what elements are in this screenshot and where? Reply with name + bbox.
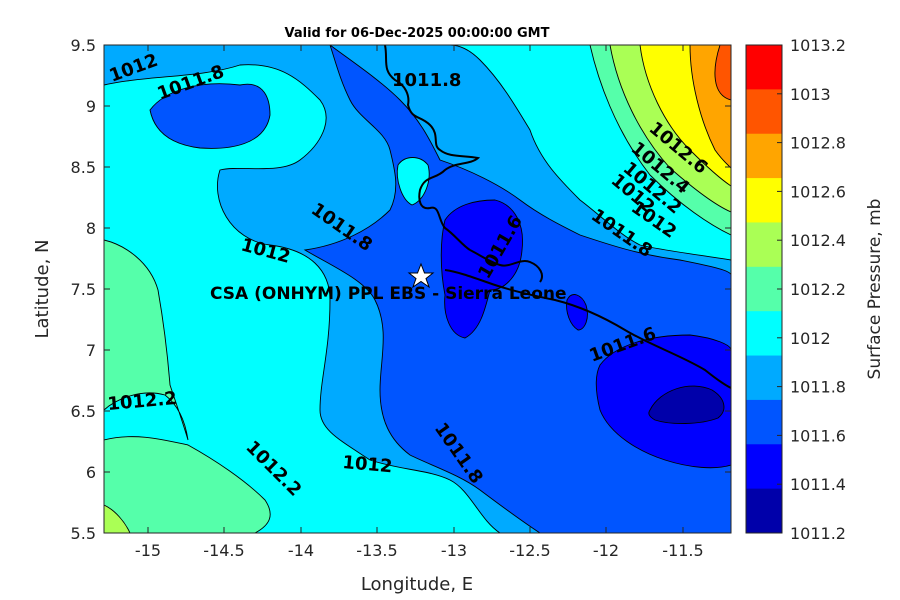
y-tick-label: 6 — [86, 463, 96, 482]
colorbar-tick-label: 1011.6 — [790, 426, 846, 445]
site-star-icon — [407, 262, 435, 289]
colorbar-tick-label: 1012.4 — [790, 231, 846, 250]
colorbar-label: Surface Pressure, mb — [865, 199, 885, 380]
x-tick-labels: -15 -14.5 -14 -13.5 -13 -12.5 -12 -11.5 — [135, 541, 704, 560]
contour-label: 1011.8 — [392, 70, 461, 91]
fill-1011-4-central — [440, 199, 523, 339]
fill-1011-2-east — [648, 385, 725, 424]
map-title: Valid for 06-Dec-2025 00:00:00 GMT — [285, 26, 550, 41]
border-line-north — [384, 45, 481, 251]
fill-1012-4-corner — [104, 504, 131, 533]
colorbar-segment — [746, 355, 782, 401]
contour-fills — [104, 45, 731, 533]
fill-1011-4-small — [566, 294, 588, 331]
colorbar-segment — [746, 399, 782, 445]
colorbar-tick-label: 1011.4 — [790, 475, 846, 494]
x-tick-label: -11.5 — [662, 541, 703, 560]
colorbar-segment — [746, 222, 782, 268]
fill-1012-2-bottom — [104, 436, 271, 533]
fill-1012-2-left — [104, 239, 189, 441]
colorbar-segment — [746, 444, 782, 490]
fill-1011-6-band — [149, 45, 731, 533]
colorbar-segment — [746, 89, 782, 135]
colorbar-tick-label: 1012.6 — [790, 182, 846, 201]
y-tick-label: 9 — [86, 97, 96, 116]
border-line-south — [444, 269, 731, 389]
coastline-border — [384, 45, 731, 389]
colorbar-tick-label: 1011.8 — [790, 378, 846, 397]
colorbar-tick-label: 1013.2 — [790, 36, 846, 55]
y-tick-label: 7.5 — [71, 280, 96, 299]
y-axis — [104, 44, 731, 534]
border-line-mid — [469, 249, 543, 283]
y-tick-label: 7 — [86, 341, 96, 360]
colorbar: 1013.2 1013 1012.8 1012.6 1012.4 1012.2 1012 10… — [745, 36, 846, 543]
colorbar-tick-label: 1012.2 — [790, 280, 846, 299]
y-tick-label: 8.5 — [71, 158, 96, 177]
colorbar-segment — [746, 266, 782, 312]
colorbar-segment — [746, 311, 782, 357]
y-tick-labels: 9.5 9 8.5 8 7.5 7 6.5 6 5.5 — [71, 36, 96, 543]
x-tick-label: -13.5 — [356, 541, 397, 560]
x-tick-label: -14.5 — [203, 541, 244, 560]
colorbar-tick-label: 1012 — [790, 329, 831, 348]
x-axis — [147, 45, 684, 533]
x-tick-label: -13 — [441, 541, 467, 560]
y-tick-label: 5.5 — [71, 524, 96, 543]
colorbar-segment — [746, 178, 782, 223]
colorbar-tick-label: 1011.2 — [790, 524, 846, 543]
colorbar-tick-label: 1012.8 — [790, 134, 846, 153]
fill-1012-patch — [396, 157, 430, 206]
y-axis-label: Latitude, N — [32, 240, 53, 339]
y-tick-label: 8 — [86, 219, 96, 238]
x-axis-label: Longitude, E — [361, 574, 473, 595]
x-tick-label: -12.5 — [509, 541, 550, 560]
colorbar-tick-label: 1013 — [790, 85, 831, 104]
y-tick-label: 6.5 — [71, 402, 96, 421]
x-tick-label: -12 — [593, 541, 619, 560]
y-tick-label: 9.5 — [71, 36, 96, 55]
contour-label: 1012 — [342, 452, 394, 477]
site-label: CSA (ONHYM) PPL EBS - Sierra Leone — [210, 284, 567, 304]
colorbar-segment — [746, 45, 782, 90]
x-tick-label: -15 — [135, 541, 161, 560]
colorbar-segment — [746, 133, 782, 179]
x-tick-label: -14 — [288, 541, 314, 560]
colorbar-segment — [746, 488, 782, 534]
